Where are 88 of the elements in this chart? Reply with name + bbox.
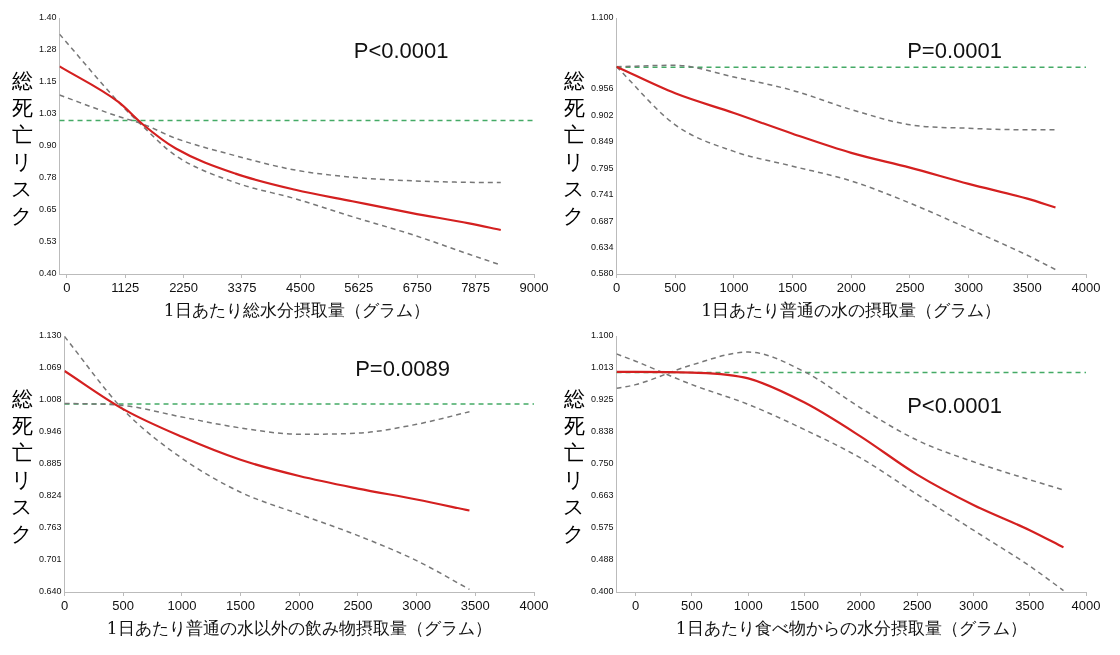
y-tick-label: 0.795	[590, 162, 614, 173]
y-tick-label: 0.849	[590, 136, 614, 147]
x-tick-label: 2000	[284, 598, 314, 614]
x-axis-title: 1日あたり総水分摂取量（グラム）	[163, 300, 430, 321]
x-tick-label: 3000	[958, 598, 988, 614]
y-tick-label: 1.130	[38, 330, 62, 341]
x-tick-label: 0	[60, 598, 69, 614]
y-tick-label: 1.013	[590, 362, 614, 373]
y-tick-label: 0.640	[38, 586, 62, 597]
y-tick-label: 0.946	[38, 426, 62, 437]
x-tick-label: 1125	[111, 280, 140, 296]
x-tick-label: 3000	[954, 280, 984, 296]
x-tick-label: 7875	[461, 280, 491, 296]
x-tick-label: 0	[632, 598, 640, 614]
y-tick-label: 1.069	[38, 362, 62, 373]
annotation: P<0.0001	[353, 38, 449, 63]
y-tick-label: 1.40	[38, 12, 57, 23]
x-tick-label: 3375	[227, 280, 257, 296]
x-tick-label: 6750	[402, 280, 432, 296]
y-tick-label: 0.763	[38, 522, 62, 533]
y-tick-label: 0.575	[590, 522, 614, 533]
x-axis-title: 1日あたり食べ物からの水分摂取量（グラム）	[675, 618, 1027, 639]
line-series	[59, 94, 502, 184]
y-tick-label: 0.65	[38, 204, 57, 215]
y-tick-label: 0.925	[590, 394, 614, 405]
line-series	[616, 353, 1065, 592]
x-tick-label: 4000	[519, 598, 549, 614]
x-axis-title: 1日あたり普通の水の摂取量（グラム）	[701, 300, 1002, 321]
y-tick-label: 1.28	[38, 44, 57, 55]
y-tick-label: 0.78	[38, 172, 57, 183]
x-tick-label: 5625	[344, 280, 374, 296]
y-tick-label: 0.750	[590, 458, 614, 469]
x-tick-label: 2500	[895, 280, 925, 296]
y-axis-title: 総死亡リスク	[10, 68, 34, 230]
x-tick-label: 500	[112, 598, 135, 614]
y-tick-label: 0.741	[590, 189, 614, 200]
x-tick-label: 1500	[226, 598, 256, 614]
y-tick-label: 1.008	[38, 394, 62, 405]
y-tick-label: 0.838	[590, 426, 614, 437]
x-tick-label: 3500	[1015, 598, 1045, 614]
x-tick-label: 2000	[836, 280, 866, 296]
x-tick-label: 500	[681, 598, 703, 614]
y-tick-label: 0.40	[38, 268, 57, 279]
x-tick-label: 3000	[402, 598, 432, 614]
x-tick-label: 3500	[460, 598, 490, 614]
line-series	[616, 370, 1065, 549]
y-tick-label: 0.400	[590, 586, 614, 597]
x-tick-label: 9000	[519, 280, 549, 296]
x-axis-title: 1日あたり普通の水以外の飲み物摂取量（グラム）	[106, 618, 492, 639]
y-tick-label: 0.634	[590, 241, 614, 252]
y-tick-label: 0.488	[590, 554, 614, 565]
line-series	[59, 65, 502, 232]
y-tick-label: 0.885	[38, 458, 62, 469]
x-tick-label: 4000	[1071, 280, 1101, 296]
y-axis-title: 総死亡リスク	[562, 68, 586, 230]
x-tick-label: 500	[664, 280, 687, 296]
x-tick-label: 2500	[343, 598, 373, 614]
x-tick-label: 0	[612, 280, 621, 296]
y-tick-label: 0.824	[38, 490, 62, 501]
y-axis-title: 総死亡リスク	[562, 386, 586, 548]
x-tick-label: 3500	[1012, 280, 1042, 296]
x-tick-label: 2250	[169, 280, 199, 296]
y-tick-label: 1.100	[590, 330, 614, 341]
x-tick-label: 4000	[1071, 598, 1101, 614]
y-axis-title: 総死亡リスク	[10, 386, 34, 548]
annotation: P<0.0001	[907, 392, 1002, 418]
y-tick-label: 1.03	[38, 108, 57, 119]
y-tick-label: 0.90	[38, 140, 57, 151]
y-tick-label: 0.663	[590, 490, 614, 501]
y-tick-label: 0.687	[590, 215, 614, 226]
x-tick-label: 1000	[733, 598, 763, 614]
annotation: P=0.0089	[355, 356, 450, 381]
x-tick-label: 4500	[285, 280, 315, 296]
y-tick-label: 0.701	[38, 554, 62, 565]
x-tick-label: 0	[63, 280, 71, 296]
y-tick-label: 1.15	[38, 76, 57, 87]
y-tick-label: 0.580	[590, 268, 614, 279]
x-tick-label: 2500	[902, 598, 932, 614]
y-tick-label: 0.902	[590, 109, 614, 120]
annotation: P=0.0001	[907, 38, 1002, 63]
x-tick-label: 1500	[790, 598, 819, 614]
x-tick-label: 1000	[719, 280, 749, 296]
x-tick-label: 2000	[846, 598, 876, 614]
x-tick-label: 1000	[167, 598, 197, 614]
x-tick-label: 1500	[778, 280, 808, 296]
y-tick-label: 0.53	[38, 236, 57, 247]
y-tick-label: 0.956	[590, 83, 614, 94]
y-tick-label: 1.100	[590, 12, 614, 23]
